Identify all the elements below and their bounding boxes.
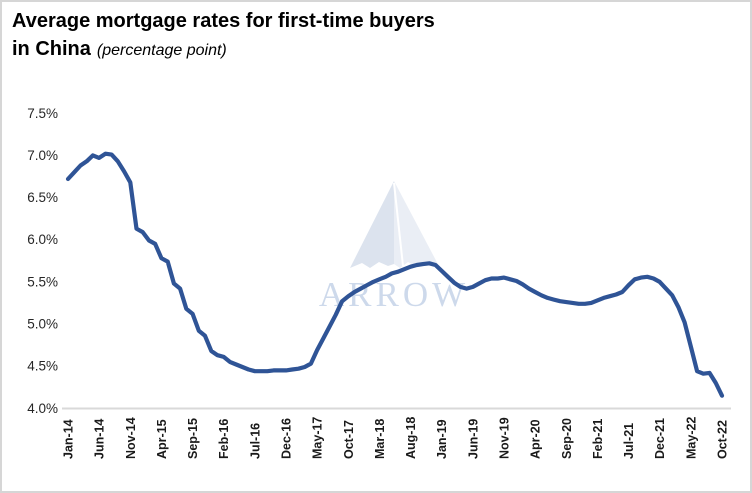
x-axis-tick-label: Sep-20 bbox=[560, 418, 574, 459]
x-axis-tick-label: Jul-16 bbox=[248, 423, 262, 459]
x-axis-tick-label: Feb-21 bbox=[591, 419, 605, 459]
y-axis-tick-label: 7.5% bbox=[27, 106, 58, 121]
y-axis-tick-label: 4.5% bbox=[27, 359, 58, 374]
x-axis-tick-label: Feb-16 bbox=[217, 419, 231, 459]
watermark-logo-right-face bbox=[394, 181, 441, 270]
chart-title-line2-bold: in China bbox=[12, 38, 91, 60]
x-axis-tick-label: Mar-18 bbox=[373, 419, 387, 459]
x-axis-tick-label: Aug-18 bbox=[404, 417, 418, 459]
x-axis-tick-label: May-17 bbox=[311, 417, 325, 459]
watermark-logo-left-face bbox=[350, 181, 394, 268]
y-axis-tick-label: 6.0% bbox=[27, 232, 58, 247]
chart-subtitle: (percentage point) bbox=[96, 42, 227, 59]
x-axis-tick-label: Jun-19 bbox=[466, 419, 480, 459]
x-axis-tick-label: May-22 bbox=[684, 417, 698, 459]
watermark-text: ARROW bbox=[319, 275, 469, 314]
x-axis-tick-label: Jun-14 bbox=[93, 419, 107, 459]
x-axis-tick-label: Dec-16 bbox=[280, 418, 294, 459]
y-axis-tick-label: 5.0% bbox=[27, 317, 58, 332]
y-axis-tick-label: 6.5% bbox=[27, 190, 58, 205]
x-axis-tick-label: Oct-17 bbox=[342, 420, 356, 459]
y-axis-tick-label: 7.0% bbox=[27, 148, 58, 163]
watermark-logo-ridge bbox=[393, 182, 404, 267]
x-axis-tick-label: Oct-22 bbox=[716, 420, 730, 459]
x-axis-tick-label: Apr-20 bbox=[529, 419, 543, 459]
y-axis-tick-label: 5.5% bbox=[27, 274, 58, 289]
x-axis-tick-label: Jan-14 bbox=[62, 419, 76, 459]
x-axis-tick-label: Nov-14 bbox=[124, 417, 138, 459]
mortgage-rate-series-line bbox=[65, 151, 725, 398]
x-axis-tick-label: Dec-21 bbox=[653, 418, 667, 459]
x-axis-tick-label: Nov-19 bbox=[498, 417, 512, 459]
x-axis-tick-label: Jul-21 bbox=[622, 423, 636, 459]
chart-title-line1: Average mortgage rates for first-time bu… bbox=[12, 10, 435, 32]
chart-title-line2: in China (percentage point) bbox=[12, 36, 435, 62]
x-axis-tick-label: Sep-15 bbox=[186, 418, 200, 459]
x-axis-tick-label: Apr-15 bbox=[155, 419, 169, 459]
y-axis-tick-label: 4.0% bbox=[27, 401, 58, 416]
chart-title-block: Average mortgage rates for first-time bu… bbox=[12, 8, 435, 62]
x-axis-tick-label: Jan-19 bbox=[435, 419, 449, 459]
